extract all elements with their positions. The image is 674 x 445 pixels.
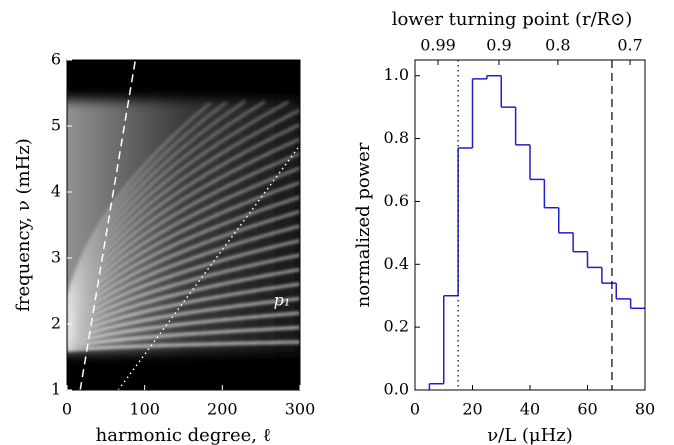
x-tick-label: 100	[129, 400, 160, 419]
y-tick-label: 3	[51, 248, 61, 267]
x-tick-label: 0	[410, 400, 420, 419]
x-axis-label: harmonic degree, ℓ	[96, 425, 272, 445]
y-tick-label: 2	[51, 314, 61, 333]
x-tick-label: 80	[635, 400, 655, 419]
ridge	[67, 224, 300, 331]
x-tick-label: 20	[462, 400, 482, 419]
ridge	[67, 109, 300, 311]
ridge	[67, 297, 300, 344]
axes-frame	[66, 59, 301, 391]
ridge	[67, 239, 300, 334]
y-axis-label: normalized power	[353, 142, 374, 307]
ridge	[67, 123, 300, 314]
ridge	[67, 166, 300, 321]
x2-axis-label: lower turning point (r/R⊙)	[392, 9, 633, 30]
ridge	[67, 253, 300, 336]
ridge	[67, 340, 300, 352]
x2-tick-label: 0.99	[420, 36, 456, 55]
x-tick-label: 200	[207, 400, 238, 419]
x2-tick-label: 0.9	[486, 36, 511, 55]
ridge	[67, 311, 300, 347]
y-tick-label: 0.2	[384, 317, 409, 336]
x-tick-label: 0	[62, 400, 72, 419]
x-axis-label: ν/L (μHz)	[487, 425, 573, 445]
x-tick-label: 40	[520, 400, 540, 419]
axes-frame	[414, 59, 646, 391]
ridge	[67, 282, 300, 342]
y-tick-label: 6	[51, 50, 61, 69]
ridge	[67, 101, 227, 301]
image-area	[67, 60, 300, 390]
y-tick-label: 1	[51, 380, 61, 399]
ridge	[67, 101, 212, 298]
y-tick-label: 4	[51, 182, 61, 201]
ridge	[67, 210, 300, 329]
x-tick-label: 300	[285, 400, 316, 419]
y-tick-label: 0.0	[384, 380, 409, 399]
annotation: p₁	[274, 291, 291, 310]
ridge	[67, 268, 300, 339]
ridges	[67, 99, 300, 352]
ridge	[67, 152, 300, 319]
ridge	[67, 100, 289, 308]
ridge	[67, 99, 247, 303]
y-tick-label: 0.8	[384, 128, 409, 147]
ridge	[67, 195, 300, 326]
guide-line	[79, 60, 137, 390]
y-tick-label: 1.0	[384, 65, 409, 84]
y-tick-label: 0.4	[384, 254, 409, 273]
y-axis-label: frequency, ν (mHz)	[13, 138, 34, 312]
x-tick-label: 60	[577, 400, 597, 419]
x2-tick-label: 0.7	[617, 36, 642, 55]
x2-tick-label: 0.8	[545, 36, 570, 55]
guide-line	[117, 144, 300, 390]
ridge	[67, 326, 300, 349]
ridge	[67, 100, 266, 306]
y-tick-label: 0.6	[384, 191, 409, 210]
ridge	[67, 137, 300, 316]
y-tick-label: 5	[51, 116, 61, 135]
